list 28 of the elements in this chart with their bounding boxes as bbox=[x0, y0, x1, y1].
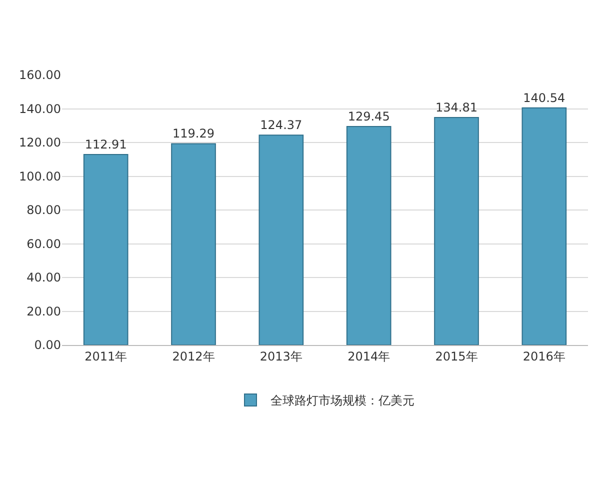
legend-label: 全球路灯市场规模：亿美元 bbox=[270, 394, 414, 408]
x-tick-label: 2013年 bbox=[260, 349, 302, 364]
x-tick-label: 2011年 bbox=[84, 349, 128, 364]
y-tick-label: 60.00 bbox=[26, 236, 61, 251]
data-label: 134.81 bbox=[436, 100, 478, 115]
x-tick-label: 2014年 bbox=[348, 349, 390, 364]
data-label: 124.37 bbox=[260, 118, 302, 132]
x-tick-label: 2012年 bbox=[172, 349, 215, 364]
bar bbox=[346, 126, 392, 345]
y-tick-label: 20.00 bbox=[26, 304, 61, 318]
data-label: 129.45 bbox=[348, 110, 390, 124]
x-tick-label: 2015年 bbox=[435, 349, 478, 364]
y-tick-label: 140.00 bbox=[19, 102, 61, 116]
y-tick-label: 160.00 bbox=[19, 68, 61, 82]
data-label: 140.54 bbox=[523, 90, 566, 105]
bar bbox=[522, 107, 567, 345]
y-tick-label: 120.00 bbox=[19, 136, 61, 150]
bar bbox=[258, 134, 304, 345]
bar bbox=[83, 154, 128, 345]
bar bbox=[434, 117, 479, 345]
x-tick-label: 2016年 bbox=[522, 349, 566, 364]
data-label: 119.29 bbox=[172, 126, 214, 141]
data-label: 112.91 bbox=[84, 137, 127, 152]
y-tick-label: 80.00 bbox=[26, 203, 61, 218]
y-tick-label: 40.00 bbox=[26, 270, 61, 285]
y-tick-label: 0.00 bbox=[34, 338, 61, 352]
bar bbox=[171, 143, 216, 345]
y-tick-label: 100.00 bbox=[19, 169, 61, 184]
